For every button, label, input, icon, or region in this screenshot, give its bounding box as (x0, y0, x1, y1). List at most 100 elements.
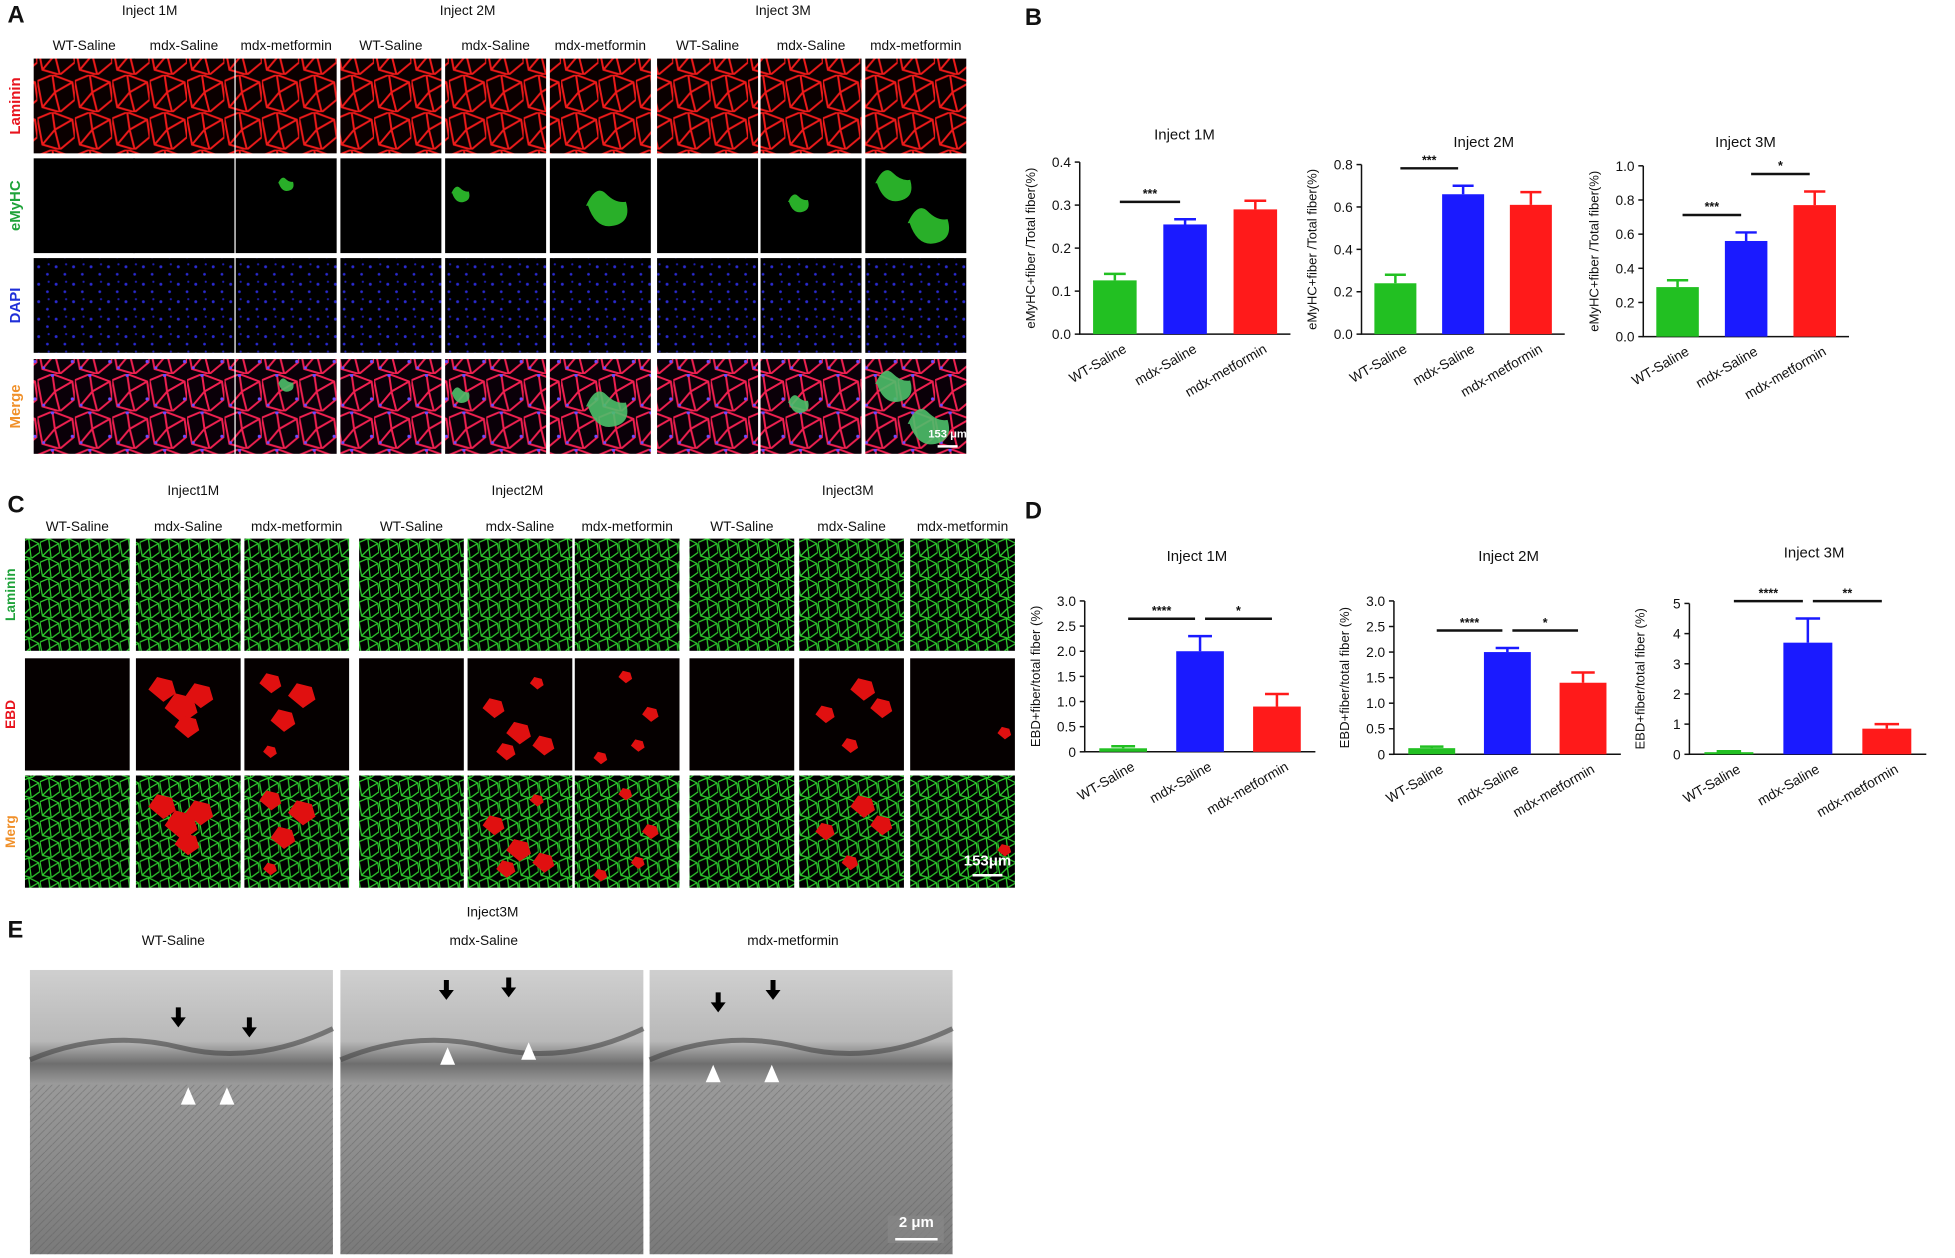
fiber-blob (875, 370, 912, 402)
micrograph (244, 775, 350, 888)
arrowhead (219, 1087, 235, 1105)
membrane (648, 1026, 954, 1063)
micrograph (133, 258, 235, 353)
arrow (710, 992, 726, 1013)
bar (1559, 682, 1607, 755)
fiber-blob (174, 832, 200, 856)
y-axis-label: eMyHC+fiber /Total fiber(%) (1305, 169, 1320, 330)
micrograph (359, 775, 464, 888)
column-label: WT-Saline (359, 38, 423, 53)
y-tick-label: 0.0 (1615, 330, 1634, 345)
micrograph (359, 658, 464, 771)
micrograph (445, 158, 547, 254)
micrograph (235, 359, 337, 454)
panel-label: E (8, 918, 24, 944)
fiber-blob (451, 186, 470, 203)
micrograph (760, 359, 862, 454)
group-title: Inject3M (467, 904, 519, 919)
fiber-blob (164, 693, 198, 724)
fiber-blob (841, 855, 859, 871)
fiber-blob (618, 670, 633, 684)
x-tick-label: mdx-Saline (1755, 761, 1822, 808)
bar (1408, 748, 1456, 755)
y-tick-label: 1.0 (1057, 695, 1076, 710)
error-bar (1244, 199, 1267, 210)
micrograph (24, 775, 130, 888)
significance-label: * (1778, 159, 1783, 173)
x-tick-label: WT-Saline (1347, 341, 1410, 386)
arrowhead (764, 1064, 780, 1083)
bar (1442, 194, 1485, 335)
x-tick-label: WT-Saline (1383, 761, 1446, 806)
micrograph (865, 258, 967, 353)
fiber-blob (496, 743, 516, 761)
micrograph (235, 58, 337, 154)
y-tick-label: 1.0 (1366, 696, 1385, 711)
error-bar (1716, 750, 1742, 753)
y-tick-label: 2.0 (1366, 645, 1385, 660)
y-tick-label: 2.5 (1057, 619, 1076, 634)
fiber-blob (642, 824, 659, 840)
chart-title: Inject 2M (1478, 548, 1539, 565)
column-label: mdx-Saline (154, 519, 223, 534)
fiber-blob (164, 810, 198, 841)
column-label: WT-Saline (676, 38, 740, 53)
micrograph (657, 359, 759, 454)
micrograph (33, 158, 135, 254)
arrowhead (521, 1042, 537, 1060)
micrograph (340, 258, 442, 353)
column-label: WT-Saline (53, 38, 117, 53)
micrograph (33, 359, 135, 454)
fiber-blob (278, 177, 294, 191)
arrow (170, 1007, 186, 1028)
em-texture (29, 1084, 333, 1255)
y-tick-label: 0.4 (1052, 155, 1071, 170)
fiber-blob (630, 856, 645, 870)
fiber-blob (630, 739, 645, 752)
fiber-blob (997, 844, 1012, 857)
group-title: Inject 1M (122, 3, 178, 18)
fiber-blob (506, 721, 531, 745)
arrow (438, 979, 454, 1000)
fiber-blob (787, 194, 809, 213)
fiber-blob (496, 860, 516, 878)
arrow (241, 1017, 257, 1038)
fiber-blob (586, 391, 628, 427)
y-tick-label: 2.5 (1366, 619, 1385, 634)
bar (1093, 280, 1137, 335)
fiber-blob (997, 726, 1012, 740)
bar (1783, 642, 1833, 755)
group-title: Inject2M (492, 483, 544, 498)
membrane (28, 1026, 334, 1063)
fiber-blob (593, 869, 608, 882)
column-label: WT-Saline (142, 933, 206, 948)
membrane (339, 1026, 645, 1063)
y-tick-label: 3 (1673, 657, 1681, 672)
y-tick-label: 0.8 (1334, 158, 1353, 173)
chart-title: Inject 1M (1154, 127, 1215, 144)
column-label: mdx-Saline (486, 519, 555, 534)
y-axis-label: eMyHC+fiber /Total fiber(%) (1586, 171, 1601, 332)
y-tick-label: 1.5 (1366, 671, 1385, 686)
micrograph (467, 538, 573, 651)
bar (1509, 204, 1552, 335)
bar (1176, 651, 1224, 752)
significance-label: *** (1705, 200, 1720, 214)
fiber-blob (148, 794, 176, 820)
micrograph (33, 258, 135, 353)
significance-label: ** (1842, 586, 1852, 600)
error-bar (1265, 692, 1289, 707)
y-tick-label: 2 (1673, 687, 1681, 702)
column-label: mdx-Saline (150, 38, 219, 53)
y-tick-label: 0.0 (1052, 327, 1071, 342)
panel-label: C (8, 492, 25, 518)
micrograph (340, 158, 442, 254)
micrograph (689, 658, 795, 771)
fiber-blob (174, 715, 200, 739)
micrograph (445, 58, 547, 154)
error-bar (1571, 671, 1595, 683)
micrograph (340, 359, 442, 454)
group-title: Inject 2M (440, 3, 496, 18)
row-label: EBD (3, 700, 18, 729)
